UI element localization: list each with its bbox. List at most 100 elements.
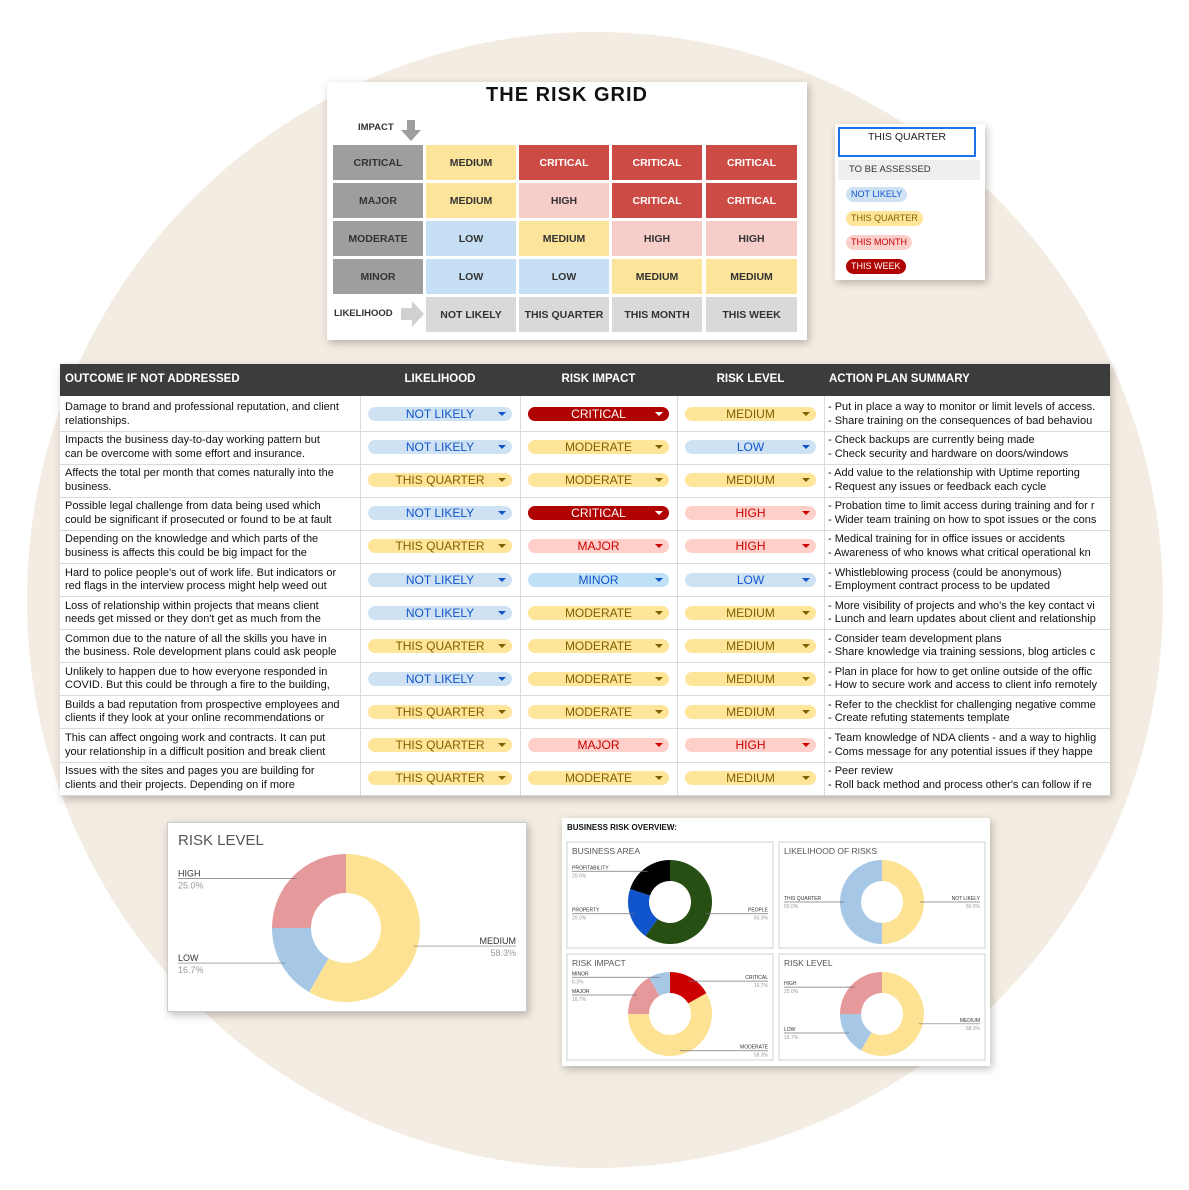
chip-text: NOT LIKELY — [405, 605, 475, 620]
chip-arrow — [655, 776, 663, 781]
outcome-text: Common due to the nature of all the skil… — [65, 632, 327, 645]
status-chip[interactable]: MODERATE — [528, 605, 669, 620]
slice-label: MEDIUM — [960, 1018, 980, 1024]
action-text: - Share knowledge via training sessions,… — [828, 646, 1096, 659]
grid-cell: LOW — [519, 259, 609, 294]
status-chip[interactable]: MODERATE — [528, 671, 669, 686]
grid-cell: CRITICAL — [612, 145, 702, 180]
status-chip[interactable]: MEDIUM — [685, 473, 816, 488]
action-text: - Check backups are currently being made — [828, 434, 1035, 447]
status-chip[interactable]: NOT LIKELY — [368, 407, 512, 421]
pie-slice — [628, 993, 713, 1056]
action-text: - Check security and hardware on doors/w… — [828, 447, 1069, 460]
chip-arrow — [802, 676, 810, 681]
status-chip[interactable]: MODERATE — [528, 638, 669, 653]
status-chip[interactable]: THIS QUARTER — [368, 738, 512, 752]
action-text: - Consider team development plans — [828, 632, 1002, 645]
chip-text: NOT LIKELY — [405, 671, 475, 686]
outcome-text: Affects the total per month that comes n… — [65, 467, 334, 480]
status-chip[interactable]: THIS QUARTER — [368, 539, 512, 554]
chip-text: THIS QUARTER — [395, 473, 485, 488]
chip-text: THIS QUARTER — [395, 638, 485, 653]
slice-label: PROPERTY — [572, 908, 600, 914]
slice-label: LOW — [178, 953, 199, 963]
status-chip[interactable]: MEDIUM — [685, 771, 816, 786]
outcome-text: Loss of relationship within projects tha… — [65, 599, 319, 612]
outcome-text: can be overcome with some effort and ins… — [65, 447, 306, 460]
slice-value: 16.7% — [784, 1035, 799, 1041]
row-border — [60, 463, 1110, 465]
chip-arrow — [655, 743, 663, 747]
dropdown-option[interactable]: THIS MONTH — [846, 235, 912, 250]
status-chip[interactable]: NOT LIKELY — [368, 671, 512, 686]
status-chip[interactable]: THIS QUARTER — [368, 704, 512, 719]
status-chip[interactable]: MODERATE — [528, 704, 669, 719]
status-chip[interactable]: HIGH — [685, 506, 816, 521]
action-text: - Refer to the checklist for challenging… — [828, 698, 1096, 711]
chip-text: MEDIUM — [726, 704, 775, 719]
chip-arrow — [498, 776, 506, 781]
slice-label: MODERATE — [740, 1045, 769, 1051]
chip-arrow — [498, 445, 506, 450]
status-chip[interactable]: MODERATE — [528, 440, 669, 455]
status-chip[interactable]: MINOR — [528, 572, 669, 587]
chip-arrow — [655, 610, 663, 615]
status-chip[interactable]: CRITICAL — [528, 407, 669, 421]
grid-cell: MEDIUM — [706, 259, 797, 294]
chip-arrow — [655, 445, 663, 450]
dropdown-option[interactable]: NOT LIKELY — [846, 187, 908, 202]
chip-arrow — [802, 511, 810, 516]
status-chip[interactable]: HIGH — [685, 738, 816, 752]
status-chip[interactable]: NOT LIKELY — [368, 506, 512, 521]
status-chip[interactable]: LOW — [685, 572, 816, 587]
slice-label: PROFITABILITY — [572, 865, 609, 871]
status-chip[interactable]: THIS QUARTER — [368, 771, 512, 786]
chip-arrow — [498, 544, 506, 549]
status-chip[interactable]: MODERATE — [528, 771, 669, 786]
status-chip[interactable]: NOT LIKELY — [368, 605, 512, 620]
slice-value: 20.0% — [572, 873, 587, 879]
chip-text: MEDIUM — [726, 771, 775, 786]
chart-title: BUSINESS AREA — [572, 846, 640, 856]
action-text: - Roll back method and process other's c… — [828, 778, 1092, 791]
status-chip[interactable]: THIS QUARTER — [368, 638, 512, 653]
status-chip[interactable]: MEDIUM — [685, 407, 816, 421]
slice-label: MINOR — [572, 971, 589, 977]
status-chip[interactable]: MEDIUM — [685, 605, 816, 620]
pie-slice — [840, 972, 882, 1014]
status-chip[interactable]: MAJOR — [528, 539, 669, 554]
action-text: - Create refuting statements template — [828, 712, 1010, 725]
status-chip[interactable]: MEDIUM — [685, 704, 816, 719]
outcome-text: Issues with the sites and pages you are … — [65, 765, 315, 778]
row-border — [60, 562, 1110, 564]
status-chip[interactable]: LOW — [685, 440, 816, 455]
status-chip[interactable]: HIGH — [685, 539, 816, 554]
outcome-text: business. — [65, 480, 112, 493]
chart-title: LIKELIHOOD OF RISKS — [784, 846, 877, 856]
status-chip[interactable]: MEDIUM — [685, 671, 816, 686]
dropdown-option[interactable]: TO BE ASSESSED — [838, 160, 980, 180]
status-chip[interactable]: MODERATE — [528, 473, 669, 488]
status-chip[interactable]: NOT LIKELY — [368, 572, 512, 587]
chip-text: THIS QUARTER — [395, 704, 485, 719]
action-text: - Lunch and learn updates about client a… — [828, 613, 1096, 626]
row-border — [60, 662, 1110, 664]
dropdown-option[interactable]: THIS QUARTER — [846, 211, 923, 226]
chip-arrow — [498, 676, 506, 681]
slice-value: 16.7% — [178, 965, 204, 975]
status-chip[interactable]: MEDIUM — [685, 638, 816, 653]
status-chip[interactable]: MAJOR — [528, 738, 669, 752]
status-chip[interactable]: CRITICAL — [528, 506, 669, 521]
outcome-text: the business. Role development plans cou… — [65, 646, 337, 659]
status-chip[interactable]: NOT LIKELY — [368, 440, 512, 455]
dropdown-selected[interactable]: THIS QUARTER — [838, 127, 976, 157]
dropdown-option[interactable]: THIS WEEK — [846, 259, 906, 274]
chip-arrow — [802, 412, 810, 416]
pie-slice — [628, 977, 660, 1014]
chip-text: THIS QUARTER — [395, 771, 485, 786]
slice-value: 25.0% — [784, 989, 799, 995]
chip-text: NOT LIKELY — [405, 440, 475, 455]
status-chip[interactable]: THIS QUARTER — [368, 473, 512, 488]
grid-row-header: MINOR — [333, 259, 423, 294]
